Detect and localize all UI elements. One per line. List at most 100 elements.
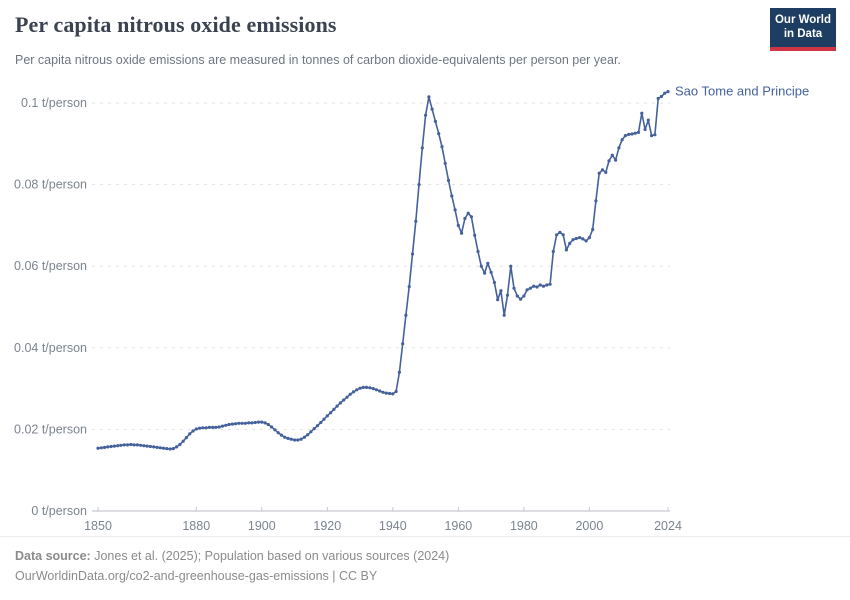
- data-point-marker[interactable]: [273, 428, 277, 432]
- data-point-marker[interactable]: [551, 249, 555, 254]
- data-point-marker[interactable]: [663, 91, 667, 95]
- data-point-marker[interactable]: [496, 298, 500, 302]
- data-point-marker[interactable]: [388, 391, 392, 396]
- data-point-marker[interactable]: [519, 297, 523, 301]
- data-point-marker[interactable]: [633, 131, 637, 135]
- data-point-marker[interactable]: [659, 94, 664, 99]
- data-point-marker[interactable]: [591, 227, 595, 232]
- data-point-marker[interactable]: [217, 425, 221, 429]
- data-point-marker[interactable]: [391, 392, 395, 396]
- data-point-marker[interactable]: [643, 127, 647, 132]
- data-point-marker[interactable]: [247, 421, 251, 425]
- data-point-marker[interactable]: [142, 444, 146, 448]
- data-point-marker[interactable]: [165, 447, 169, 451]
- data-point-marker[interactable]: [302, 435, 306, 439]
- data-point-marker[interactable]: [499, 289, 503, 293]
- data-point-marker[interactable]: [397, 370, 401, 374]
- data-point-marker[interactable]: [178, 442, 182, 447]
- data-point-marker[interactable]: [492, 280, 496, 285]
- data-point-marker[interactable]: [571, 238, 575, 242]
- data-point-marker[interactable]: [640, 111, 644, 115]
- data-point-marker[interactable]: [348, 392, 352, 396]
- data-point-marker[interactable]: [656, 96, 660, 101]
- data-point-marker[interactable]: [188, 432, 192, 436]
- data-point-marker[interactable]: [469, 215, 473, 219]
- series-line[interactable]: [97, 90, 669, 450]
- data-point-marker[interactable]: [636, 130, 641, 134]
- data-point-marker[interactable]: [158, 446, 162, 450]
- data-point-marker[interactable]: [214, 425, 218, 429]
- data-point-marker[interactable]: [351, 390, 356, 394]
- data-point-marker[interactable]: [171, 447, 175, 451]
- data-point-marker[interactable]: [220, 424, 225, 428]
- data-point-marker[interactable]: [355, 388, 359, 392]
- data-point-marker[interactable]: [240, 421, 244, 425]
- data-point-marker[interactable]: [368, 386, 372, 390]
- data-point-marker[interactable]: [181, 439, 185, 443]
- data-point-marker[interactable]: [404, 313, 408, 317]
- data-point-marker[interactable]: [486, 261, 490, 265]
- data-point-marker[interactable]: [646, 118, 650, 122]
- data-point-marker[interactable]: [122, 443, 126, 447]
- data-point-marker[interactable]: [584, 239, 588, 243]
- data-point-marker[interactable]: [440, 145, 444, 149]
- data-point-marker[interactable]: [538, 283, 542, 287]
- data-point-marker[interactable]: [666, 90, 670, 94]
- data-point-marker[interactable]: [191, 429, 195, 433]
- series-end-label[interactable]: Sao Tome and Principe: [675, 84, 809, 99]
- data-point-marker[interactable]: [460, 231, 464, 235]
- data-point-marker[interactable]: [279, 433, 283, 437]
- data-point-marker[interactable]: [129, 442, 133, 447]
- data-point-marker[interactable]: [286, 436, 290, 440]
- data-point-marker[interactable]: [535, 285, 539, 289]
- data-point-marker[interactable]: [407, 285, 411, 289]
- data-point-marker[interactable]: [184, 436, 188, 440]
- data-point-marker[interactable]: [620, 138, 624, 142]
- data-point-marker[interactable]: [489, 270, 493, 274]
- data-point-marker[interactable]: [335, 404, 339, 408]
- data-point-marker[interactable]: [623, 134, 628, 138]
- data-point-marker[interactable]: [325, 414, 329, 418]
- data-point-marker[interactable]: [453, 208, 457, 212]
- data-point-marker[interactable]: [243, 421, 247, 425]
- data-point-marker[interactable]: [250, 421, 254, 425]
- data-point-marker[interactable]: [116, 444, 120, 448]
- data-point-marker[interactable]: [528, 286, 533, 290]
- data-point-marker[interactable]: [653, 133, 657, 137]
- data-point-marker[interactable]: [594, 199, 598, 203]
- data-point-marker[interactable]: [597, 171, 601, 175]
- data-point-marker[interactable]: [289, 437, 293, 441]
- data-point-marker[interactable]: [211, 425, 215, 429]
- data-point-marker[interactable]: [204, 426, 208, 430]
- data-point-marker[interactable]: [502, 313, 506, 317]
- data-point-marker[interactable]: [515, 294, 519, 298]
- data-point-marker[interactable]: [600, 168, 605, 172]
- data-point-marker[interactable]: [384, 391, 388, 395]
- series-markers[interactable]: [96, 90, 670, 451]
- data-point-marker[interactable]: [483, 271, 487, 275]
- data-point-marker[interactable]: [132, 443, 136, 447]
- data-point-marker[interactable]: [253, 420, 257, 425]
- data-point-marker[interactable]: [424, 113, 428, 117]
- data-point-marker[interactable]: [587, 236, 592, 240]
- data-point-marker[interactable]: [175, 445, 179, 449]
- data-point-marker[interactable]: [420, 146, 424, 150]
- data-point-marker[interactable]: [450, 194, 454, 198]
- data-point-marker[interactable]: [276, 431, 280, 435]
- data-point-marker[interactable]: [456, 223, 460, 227]
- data-point-marker[interactable]: [139, 443, 143, 447]
- data-point-marker[interactable]: [446, 178, 451, 183]
- data-point-marker[interactable]: [574, 236, 578, 241]
- data-point-marker[interactable]: [401, 342, 405, 346]
- data-point-marker[interactable]: [237, 421, 241, 425]
- data-point-marker[interactable]: [630, 132, 634, 136]
- data-point-marker[interactable]: [293, 438, 297, 442]
- data-point-marker[interactable]: [381, 390, 385, 394]
- data-point-marker[interactable]: [96, 446, 100, 450]
- data-point-marker[interactable]: [564, 248, 569, 252]
- data-point-marker[interactable]: [361, 385, 365, 389]
- data-point-marker[interactable]: [198, 426, 202, 430]
- data-point-marker[interactable]: [306, 433, 310, 437]
- data-point-marker[interactable]: [561, 233, 565, 237]
- data-point-marker[interactable]: [466, 211, 470, 215]
